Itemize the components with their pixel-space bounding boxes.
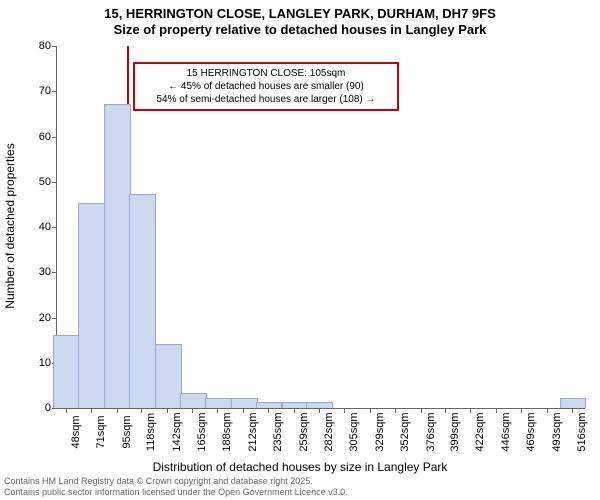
x-tick-label: 259sqm [294,412,310,451]
x-tick-label: 376sqm [421,412,437,451]
histogram-bar [256,402,283,408]
histogram-bar [155,344,182,408]
histogram-bar [560,398,587,408]
histogram-bar [129,194,156,408]
x-tick-label: 399sqm [445,412,461,451]
y-tick-label: 30 [39,266,57,278]
x-tick-label: 305sqm [344,412,360,451]
y-tick-label: 80 [39,40,57,52]
x-tick-label: 422sqm [470,412,486,451]
chart-title-line1: 15, HERRINGTON CLOSE, LANGLEY PARK, DURH… [0,6,600,22]
histogram-bar [180,393,207,408]
chart-container: 15, HERRINGTON CLOSE, LANGLEY PARK, DURH… [0,0,600,500]
x-tick-label: 71sqm [91,415,107,448]
chart-title-line2: Size of property relative to detached ho… [0,22,600,38]
y-axis-label: Number of detached properties [3,126,17,326]
x-tick-label: 469sqm [521,412,537,451]
footer-line-2: Contains public sector information licen… [4,487,348,498]
callout-line-3: 54% of semi-detached houses are larger (… [143,93,389,106]
callout-line-2: ← 45% of detached houses are smaller (90… [143,80,389,93]
x-tick-label: 212sqm [243,412,259,451]
y-tick-label: 50 [39,176,57,188]
x-tick-label: 493sqm [547,412,563,451]
callout-box: 15 HERRINGTON CLOSE: 105sqm ← 45% of det… [133,62,399,111]
x-tick-label: 282sqm [319,412,335,451]
x-tick-mark [91,408,92,413]
x-tick-label: 142sqm [167,412,183,451]
y-tick-label: 70 [39,85,57,97]
histogram-bar [78,203,105,408]
y-tick-label: 60 [39,131,57,143]
callout-line-1: 15 HERRINGTON CLOSE: 105sqm [143,67,389,80]
histogram-bar [104,104,131,408]
x-tick-label: 352sqm [395,412,411,451]
x-tick-label: 165sqm [192,412,208,451]
x-tick-label: 235sqm [268,412,284,451]
x-tick-mark [66,408,67,413]
x-tick-label: 95sqm [117,415,133,448]
x-tick-label: 188sqm [217,412,233,451]
histogram-bar [53,335,80,408]
x-tick-label: 48sqm [66,415,82,448]
chart-titles: 15, HERRINGTON CLOSE, LANGLEY PARK, DURH… [0,0,600,37]
x-tick-label: 516sqm [572,412,588,451]
histogram-bar [205,398,232,408]
footer-line-1: Contains HM Land Registry data © Crown c… [4,476,348,487]
histogram-bar [231,398,258,408]
y-tick-label: 20 [39,312,57,324]
x-tick-label: 329sqm [370,412,386,451]
chart-footer: Contains HM Land Registry data © Crown c… [0,474,352,500]
x-tick-label: 118sqm [141,413,157,451]
x-tick-mark [117,408,118,413]
plot-area: 15 HERRINGTON CLOSE: 105sqm ← 45% of det… [56,46,585,409]
x-axis-label: Distribution of detached houses by size … [0,460,600,474]
histogram-bar [306,402,333,408]
histogram-bar [282,402,309,408]
x-tick-label: 446sqm [496,412,512,451]
y-tick-label: 40 [39,221,57,233]
